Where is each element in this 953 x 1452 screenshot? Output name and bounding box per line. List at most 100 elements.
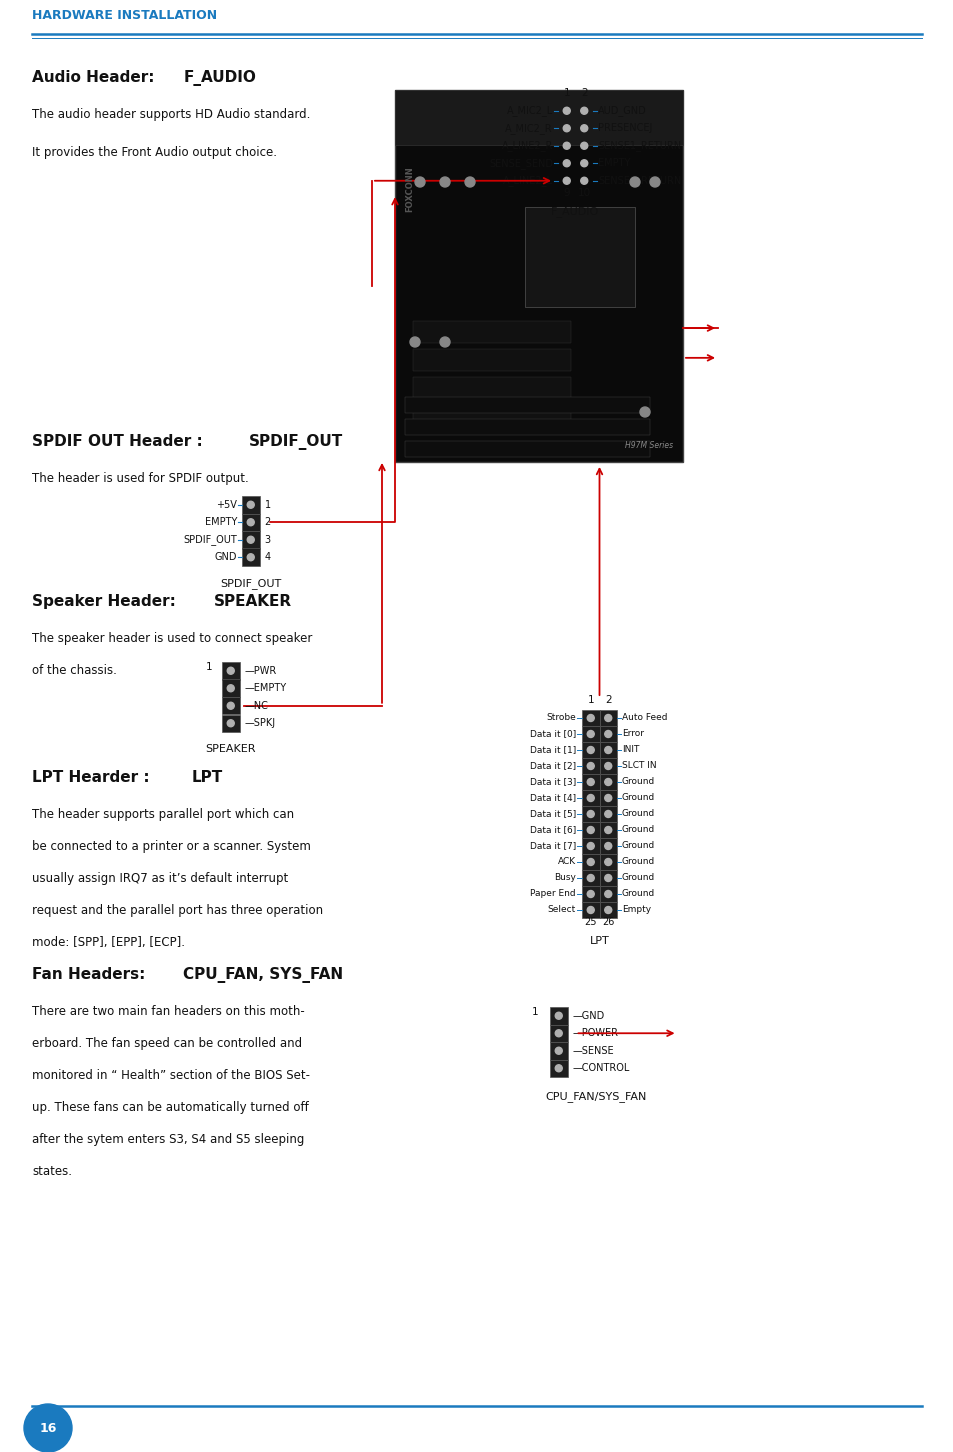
Text: F_AUDIO: F_AUDIO — [184, 70, 256, 86]
Text: —EMPTY: —EMPTY — [244, 684, 286, 693]
Text: request and the parallel port has three operation: request and the parallel port has three … — [32, 905, 323, 918]
Text: SENSE2_RETURN: SENSE2_RETURN — [598, 176, 680, 186]
Circle shape — [555, 1012, 561, 1019]
Text: Busy: Busy — [554, 874, 576, 883]
Bar — [405, 396, 649, 412]
Circle shape — [587, 874, 594, 881]
Bar — [405, 420, 649, 436]
Circle shape — [562, 142, 570, 150]
Text: Paper End: Paper End — [530, 890, 576, 899]
Bar — [575, 119, 593, 136]
Text: +5V: +5V — [216, 499, 236, 510]
Circle shape — [587, 810, 594, 817]
Bar — [242, 497, 259, 514]
Bar — [222, 662, 239, 680]
Circle shape — [247, 518, 254, 526]
Bar — [581, 870, 598, 886]
Circle shape — [439, 177, 450, 187]
Bar — [581, 758, 598, 774]
Bar — [598, 838, 617, 854]
Text: It provides the Front Audio output choice.: It provides the Front Audio output choic… — [32, 147, 276, 160]
Text: monitored in “ Health” section of the BIOS Set-: monitored in “ Health” section of the BI… — [32, 1069, 310, 1082]
Circle shape — [555, 1047, 561, 1054]
Circle shape — [227, 668, 234, 674]
Text: 4: 4 — [264, 552, 271, 562]
Bar — [405, 441, 649, 457]
Text: CPU_FAN/SYS_FAN: CPU_FAN/SYS_FAN — [544, 1090, 646, 1102]
Circle shape — [604, 714, 611, 722]
Circle shape — [562, 125, 570, 132]
Bar — [581, 710, 598, 726]
Text: 2: 2 — [580, 89, 587, 97]
Text: The header supports parallel port which can: The header supports parallel port which … — [32, 807, 294, 820]
Text: SPDIF_OUT: SPDIF_OUT — [220, 578, 281, 590]
Text: SPDIF_OUT: SPDIF_OUT — [249, 434, 343, 450]
Text: Ground: Ground — [621, 826, 655, 835]
Text: Ground: Ground — [621, 890, 655, 899]
Circle shape — [587, 714, 594, 722]
Text: up. These fans can be automatically turned off: up. These fans can be automatically turn… — [32, 1101, 309, 1114]
Text: 16: 16 — [39, 1422, 56, 1435]
Circle shape — [587, 858, 594, 865]
Text: Error: Error — [621, 729, 643, 739]
Circle shape — [562, 160, 570, 167]
Text: AUD_GND: AUD_GND — [598, 106, 646, 116]
Text: —CONTROL: —CONTROL — [572, 1063, 629, 1073]
Text: LPT: LPT — [192, 770, 223, 786]
Circle shape — [247, 553, 254, 560]
Text: 26: 26 — [601, 918, 614, 926]
Text: CPU_FAN, SYS_FAN: CPU_FAN, SYS_FAN — [183, 967, 343, 983]
Circle shape — [410, 337, 419, 347]
Circle shape — [639, 407, 649, 417]
Circle shape — [604, 842, 611, 849]
Circle shape — [587, 890, 594, 897]
Circle shape — [24, 1404, 71, 1452]
Text: The header is used for SPDIF output.: The header is used for SPDIF output. — [32, 472, 249, 485]
Circle shape — [604, 778, 611, 786]
Text: Ground: Ground — [621, 777, 655, 787]
Circle shape — [227, 703, 234, 709]
Circle shape — [555, 1064, 561, 1072]
Bar — [581, 726, 598, 742]
Text: —POWER: —POWER — [572, 1028, 618, 1038]
Circle shape — [587, 746, 594, 754]
Text: 10: 10 — [578, 187, 590, 197]
Circle shape — [604, 874, 611, 881]
Text: Ground: Ground — [621, 793, 655, 803]
Bar — [581, 822, 598, 838]
Text: states.: states. — [32, 1165, 71, 1178]
Text: erboard. The fan speed can be controlled and: erboard. The fan speed can be controlled… — [32, 1037, 302, 1050]
Bar — [598, 806, 617, 822]
Bar — [550, 1043, 567, 1060]
Circle shape — [227, 685, 234, 691]
Bar — [242, 531, 259, 549]
Text: INIT: INIT — [621, 745, 639, 755]
Text: Ground: Ground — [621, 842, 655, 851]
Text: Audio Header:: Audio Header: — [32, 70, 159, 86]
Text: LPT: LPT — [589, 937, 609, 947]
Text: 2: 2 — [604, 696, 611, 706]
Circle shape — [247, 536, 254, 543]
Circle shape — [580, 177, 587, 184]
Bar — [558, 136, 575, 154]
Bar — [581, 806, 598, 822]
Circle shape — [604, 890, 611, 897]
Text: Data it [0]: Data it [0] — [529, 729, 576, 739]
Text: A_LINE2_L: A_LINE2_L — [502, 176, 553, 186]
Text: A_MIC2_R: A_MIC2_R — [505, 123, 553, 134]
Bar — [550, 1008, 567, 1025]
Circle shape — [604, 730, 611, 738]
Bar — [581, 742, 598, 758]
Text: Data it [4]: Data it [4] — [529, 793, 576, 803]
Bar — [598, 854, 617, 870]
Text: usually assign IRQ7 as it’s default interrupt: usually assign IRQ7 as it’s default inte… — [32, 873, 288, 886]
Bar — [598, 790, 617, 806]
Bar — [575, 102, 593, 119]
Text: 1: 1 — [587, 696, 594, 706]
Bar — [242, 549, 259, 566]
Text: —PWR: —PWR — [244, 666, 276, 675]
Text: F_AUDIO: F_AUDIO — [551, 206, 599, 218]
Bar — [598, 774, 617, 790]
Circle shape — [587, 906, 594, 913]
Text: —SPKJ: —SPKJ — [244, 719, 275, 729]
